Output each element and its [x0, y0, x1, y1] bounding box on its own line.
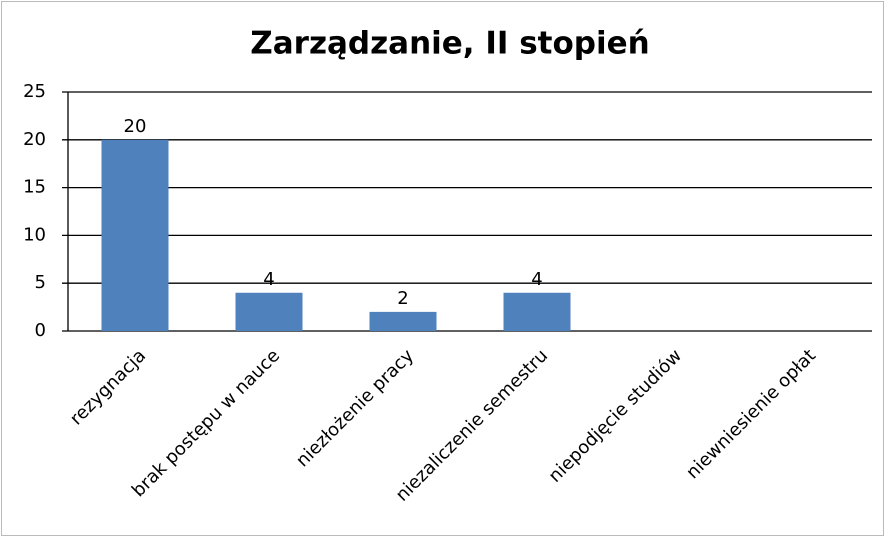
- y-tick-label: 10: [23, 224, 46, 245]
- y-tick-label: 25: [23, 81, 46, 102]
- bar: [235, 292, 303, 331]
- data-label: 4: [531, 269, 542, 290]
- bar: [101, 139, 169, 331]
- data-label: 4: [263, 269, 274, 290]
- y-tick-label: 5: [35, 272, 46, 293]
- data-label: 20: [124, 116, 147, 137]
- chart-title: Zarządzanie, II stopień: [250, 26, 649, 62]
- y-tick-label: 20: [23, 129, 46, 150]
- y-tick-label: 15: [23, 177, 46, 198]
- bar: [503, 292, 571, 331]
- data-label: 2: [397, 288, 408, 309]
- bar: [369, 311, 437, 331]
- y-tick-label: 0: [35, 320, 46, 341]
